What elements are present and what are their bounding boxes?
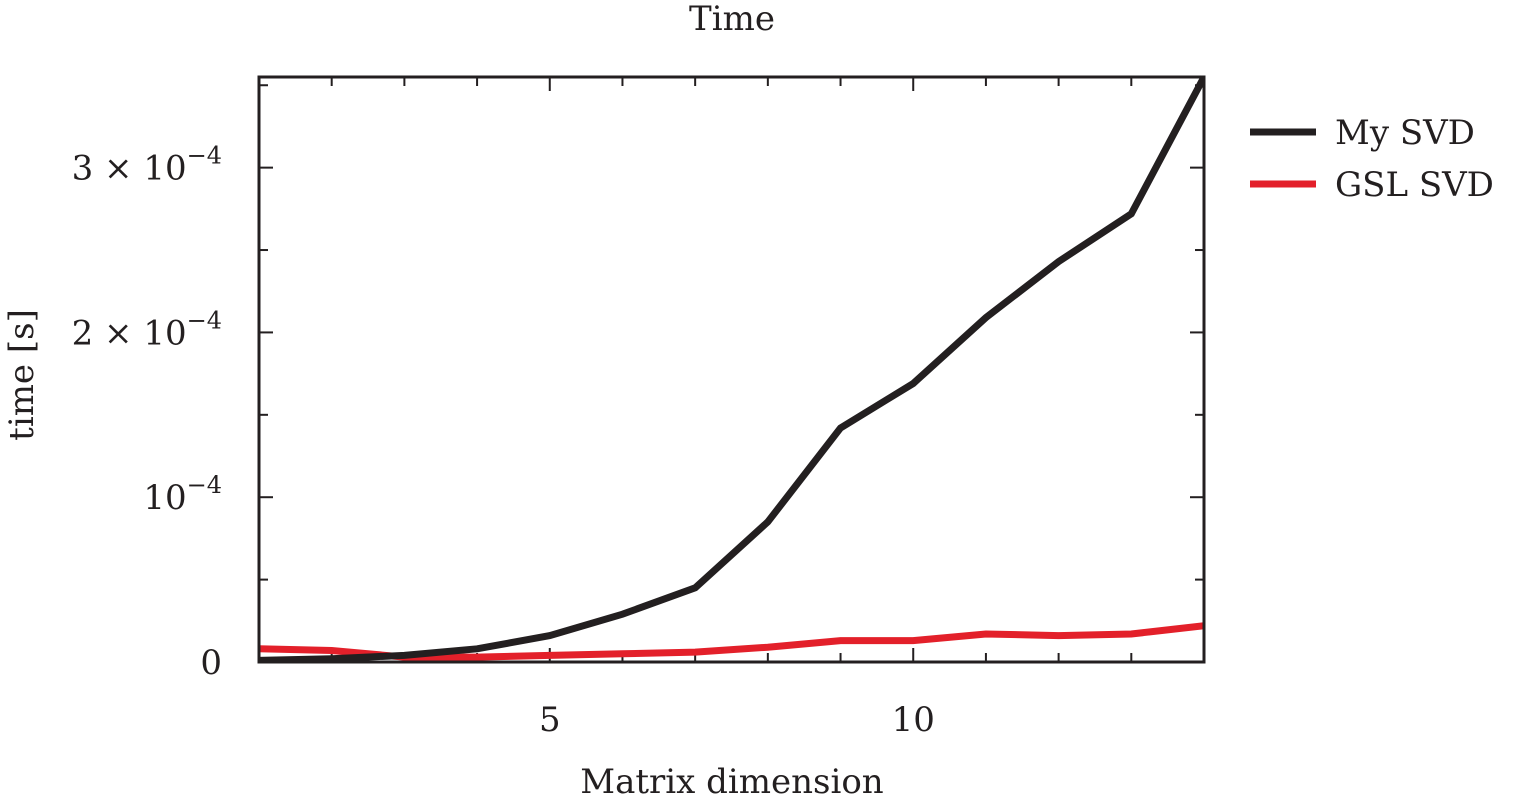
x-tick-label: 5 [539, 700, 561, 740]
chart-title: Time [689, 0, 775, 39]
plot-series [259, 75, 1204, 662]
y-tick-labels: 0 10−4 2 × 10−4 3 × 10−4 [72, 142, 222, 683]
y-tick-label: 10−4 [143, 471, 222, 518]
x-axis-label: Matrix dimension [580, 762, 883, 798]
series-line-my-svd [259, 75, 1204, 662]
legend-label: My SVD [1335, 113, 1475, 153]
x-tick-labels: 5 10 [539, 700, 935, 740]
x-tick-label: 10 [892, 700, 935, 740]
y-tick-label: 0 [200, 643, 222, 683]
axis-ticks [258, 77, 1205, 663]
y-tick-label: 2 × 10−4 [72, 306, 222, 353]
legend: My SVD GSL SVD [1250, 113, 1494, 205]
legend-label: GSL SVD [1335, 165, 1494, 205]
y-tick-label: 3 × 10−4 [72, 142, 222, 189]
plot-frame [257, 75, 1206, 664]
y-axis-label: time [s] [2, 309, 42, 441]
